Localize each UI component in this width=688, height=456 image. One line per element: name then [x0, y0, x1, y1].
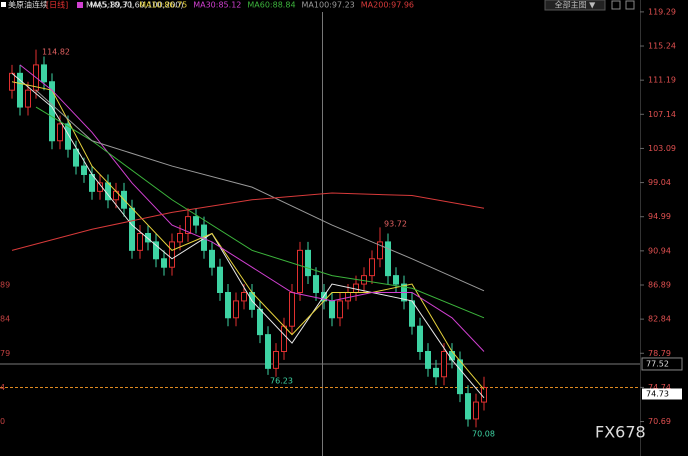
candle-body [265, 334, 271, 369]
last-price-label: 74.73 [646, 389, 669, 398]
candle-body [393, 275, 399, 285]
legend-entry: MA5:89.71 [90, 1, 133, 10]
candle-body [289, 291, 295, 327]
high-label: 93.72 [384, 220, 407, 229]
candle-body [297, 249, 303, 293]
candle-body [225, 291, 231, 319]
menu-button[interactable] [544, 0, 606, 11]
low-label: 76.23 [270, 377, 293, 386]
legend-entry: MA100:97.23 [302, 1, 355, 10]
candle-body [441, 350, 447, 378]
candle-body [337, 300, 343, 319]
candle-body [313, 275, 319, 293]
candle-body [305, 249, 311, 277]
ma-icon [77, 2, 83, 8]
candle-body [185, 216, 191, 234]
crosshair-label: 77.52 [646, 359, 669, 368]
candle-body [129, 207, 135, 251]
candle-body [73, 148, 79, 167]
candle-body [425, 350, 431, 369]
candle-body [385, 241, 391, 277]
y-tick-label: 115.24 [648, 42, 676, 51]
candle-body [433, 367, 439, 378]
candle-body [369, 258, 375, 277]
candle-body [449, 350, 455, 361]
left-axis-fragment: 89 [0, 280, 10, 289]
ma-line [35, 89, 485, 292]
candle-body [153, 241, 159, 260]
last-price-box [642, 388, 682, 400]
candle-body [137, 232, 143, 251]
window-button[interactable] [625, 0, 635, 10]
candle-body [65, 123, 71, 150]
candle-body [41, 64, 47, 83]
crosshair-label-box [641, 357, 683, 371]
y-tick-label: 78.79 [648, 349, 671, 358]
left-axis-fragment: 0 [0, 417, 5, 426]
y-tick-label: 94.99 [648, 212, 671, 221]
y-tick-label: 119.29 [648, 7, 676, 16]
y-tick-label: 70.69 [648, 417, 671, 426]
symbol: 美原油连续 [8, 0, 48, 10]
y-tick-label: 103.09 [648, 144, 676, 153]
y-tick-label: 74.74 [648, 383, 671, 392]
ma-label: MA(5,10,30,60,100,200) [86, 1, 184, 10]
candle-body [457, 359, 463, 395]
candle-body [409, 300, 415, 327]
candle-body [377, 241, 383, 260]
left-axis-fragment: 79 [0, 349, 10, 358]
candle-body [177, 232, 183, 243]
candle-body [209, 249, 215, 268]
legend-entry: MA200:97.96 [361, 1, 414, 10]
high-label: 114.82 [42, 48, 70, 57]
ma-line [11, 81, 485, 390]
candle-body [145, 232, 151, 243]
candle-body [417, 325, 423, 352]
candle-body [473, 401, 479, 420]
ma-line [19, 64, 485, 352]
candle-body [217, 266, 223, 293]
candle-body [361, 275, 367, 285]
candle-body [273, 350, 279, 369]
candle-body [241, 291, 247, 302]
y-tick-label: 86.89 [648, 280, 671, 289]
candle-body [193, 216, 199, 226]
left-axis-fragment: 4 [0, 383, 5, 392]
menu-label[interactable]: 全部主图 ▼ [555, 0, 597, 10]
symbol-icon [1, 2, 6, 7]
candle-body [17, 72, 23, 108]
left-axis-fragment: 84 [0, 315, 10, 324]
low-label: 70.08 [472, 430, 495, 439]
window-button[interactable] [611, 0, 621, 10]
legend-entry: MA60:88.84 [247, 1, 295, 10]
candle-body [481, 386, 487, 403]
candle-body [233, 300, 239, 319]
ma-line [11, 192, 485, 251]
y-tick-label: 107.14 [648, 110, 676, 119]
y-tick-label: 82.84 [648, 315, 671, 324]
candle-body [281, 325, 287, 352]
candle-body [57, 123, 63, 142]
y-tick-label: 111.19 [648, 76, 676, 85]
candle-body [25, 89, 31, 108]
candle-body [161, 258, 167, 268]
period: [日线] [46, 0, 68, 10]
candle-body [465, 393, 471, 420]
candle-body [257, 308, 263, 336]
legend-entry: MA30:85.12 [193, 1, 241, 10]
watermark: FX678 [595, 423, 646, 442]
y-tick-label: 90.94 [648, 246, 671, 255]
y-tick-label: 99.04 [648, 178, 671, 187]
legend-entry: MA10:86.75 [139, 1, 187, 10]
candle-body [329, 300, 335, 319]
candle-body [81, 165, 87, 175]
ma-line [11, 72, 485, 399]
candle-body [169, 241, 175, 268]
